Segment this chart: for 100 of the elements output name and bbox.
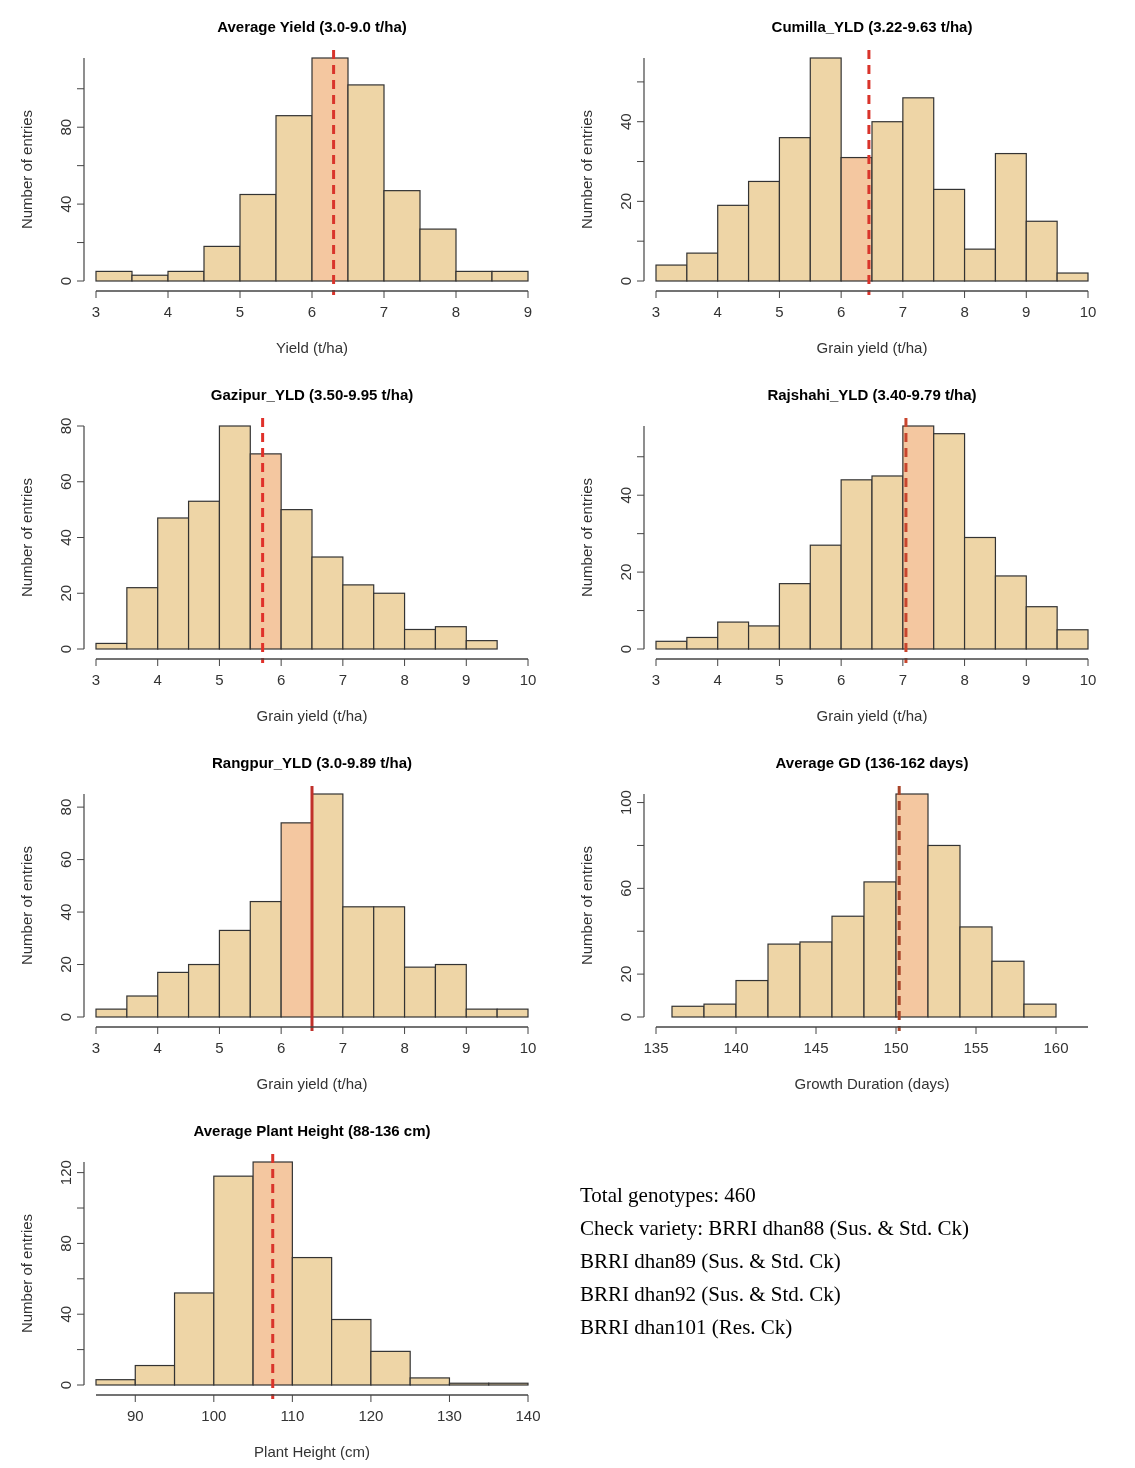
x-tick-label: 10: [519, 671, 537, 688]
x-tick-label: 8: [400, 1039, 409, 1056]
x-tick-label: 5: [235, 303, 245, 320]
x-axis-title: Yield (t/ha): [276, 339, 348, 356]
x-axis-title: Grain yield (t/ha): [256, 707, 368, 724]
x-axis-title: Growth Duration (days): [794, 1075, 950, 1092]
y-axis-title: Number of entries: [18, 477, 35, 598]
x-tick-label: 6: [836, 671, 846, 688]
x-tick-label: 5: [215, 671, 224, 688]
x-tick-label: 4: [713, 671, 722, 688]
x-tick-label: 10: [1079, 303, 1097, 320]
text: Check variety: BRRI dhan88 (Sus. & Std. Ck): [580, 1216, 970, 1240]
y-tick-label: 0: [617, 276, 634, 286]
text: BRRI dhan89 (Sus. & Std. Ck): [580, 1249, 841, 1273]
x-tick-label: 9: [462, 1039, 471, 1056]
x-tick-label: 6: [276, 1039, 286, 1056]
chart-title: Average Yield (3.0-9.0 t/ha): [217, 18, 407, 35]
x-tick-label: 110: [280, 1407, 305, 1424]
x-tick-label: 9: [523, 303, 533, 320]
y-tick-label: 80: [57, 118, 74, 136]
x-tick-label: 150: [883, 1039, 909, 1056]
y-tick-label: 20: [617, 965, 634, 983]
y-tick-label: 0: [617, 644, 634, 654]
y-axis-title: Number of entries: [578, 845, 595, 966]
x-tick-label: 6: [836, 303, 846, 320]
x-tick-label: 7: [338, 1039, 348, 1056]
x-tick-label: 10: [519, 1039, 537, 1056]
x-axis-title: Grain yield (t/ha): [256, 1075, 368, 1092]
y-axis-title: Number of entries: [18, 109, 35, 230]
x-tick-label: 120: [358, 1407, 384, 1424]
x-axis-title: Plant Height (cm): [254, 1443, 370, 1460]
x-tick-label: 3: [651, 303, 661, 320]
x-tick-label: 4: [153, 671, 162, 688]
x-axis-title: Grain yield (t/ha): [816, 707, 928, 724]
x-tick-label: 4: [163, 303, 173, 320]
x-tick-label: 10: [1079, 671, 1097, 688]
chart-title: Average GD (136-162 days): [775, 754, 969, 771]
x-axis-title: Grain yield (t/ha): [816, 339, 928, 356]
chart-title: Gazipur_YLD (3.50-9.95 t/ha): [210, 386, 414, 403]
text: Total genotypes: 460: [580, 1183, 756, 1207]
x-tick-label: 3: [91, 303, 101, 320]
x-tick-label: 100: [201, 1407, 227, 1424]
x-tick-label: 8: [400, 671, 409, 688]
x-tick-label: 135: [643, 1039, 669, 1056]
y-tick-label: 60: [57, 473, 74, 491]
x-tick-label: 140: [723, 1039, 749, 1056]
y-tick-label: 0: [57, 1012, 74, 1022]
y-axis-title: Number of entries: [578, 477, 595, 598]
y-tick-label: 40: [617, 486, 634, 504]
x-tick-label: 7: [338, 671, 348, 688]
y-tick-label: 20: [617, 193, 634, 210]
x-tick-label: 140: [515, 1407, 541, 1424]
y-axis-title: Number of entries: [578, 109, 595, 230]
x-tick-label: 7: [898, 303, 908, 320]
y-tick-label: 20: [57, 584, 74, 602]
x-tick-label: 8: [451, 303, 461, 320]
y-tick-label: 80: [57, 417, 74, 435]
y-tick-label: 40: [57, 903, 74, 921]
x-tick-label: 155: [963, 1039, 989, 1056]
x-tick-label: 130: [436, 1407, 462, 1424]
y-tick-label: 80: [57, 798, 74, 816]
y-tick-label: 0: [57, 1380, 74, 1390]
x-tick-label: 9: [1022, 671, 1031, 688]
x-tick-label: 6: [276, 671, 286, 688]
x-tick-label: 3: [91, 671, 101, 688]
x-tick-label: 5: [775, 671, 784, 688]
x-tick-label: 160: [1043, 1039, 1069, 1056]
y-tick-label: 20: [617, 563, 634, 581]
x-tick-label: 5: [215, 1039, 224, 1056]
chart-title: Average Plant Height (88-136 cm): [193, 1122, 431, 1139]
y-tick-label: 60: [57, 851, 74, 868]
x-tick-label: 4: [153, 1039, 162, 1056]
y-tick-label: 40: [57, 529, 74, 546]
x-tick-label: 6: [307, 303, 317, 320]
y-tick-label: 0: [617, 1012, 634, 1022]
x-tick-label: 4: [713, 303, 722, 320]
y-tick-label: 40: [617, 113, 634, 131]
y-tick-label: 20: [57, 956, 74, 973]
chart-title: Rangpur_YLD (3.0-9.89 t/ha): [211, 754, 413, 771]
x-tick-label: 7: [898, 671, 908, 688]
x-tick-label: 8: [960, 671, 969, 688]
y-tick-label: 0: [57, 644, 74, 654]
text: BRRI dhan92 (Sus. & Std. Ck): [580, 1282, 841, 1306]
x-tick-label: 9: [462, 671, 471, 688]
x-tick-label: 90: [126, 1407, 144, 1424]
chart-title: Rajshahi_YLD (3.40-9.79 t/ha): [767, 386, 977, 403]
y-tick-label: 40: [57, 195, 74, 213]
y-tick-label: 120: [57, 1160, 74, 1186]
y-tick-label: 40: [57, 1305, 74, 1323]
y-tick-label: 60: [617, 880, 634, 897]
x-tick-label: 145: [803, 1039, 829, 1056]
y-axis-title: Number of entries: [18, 845, 35, 966]
text: BRRI dhan101 (Res. Ck): [580, 1315, 793, 1339]
x-tick-label: 9: [1022, 303, 1031, 320]
x-tick-label: 7: [379, 303, 389, 320]
x-tick-label: 3: [91, 1039, 101, 1056]
x-tick-label: 8: [960, 303, 969, 320]
y-tick-label: 80: [57, 1235, 74, 1252]
y-axis-title: Number of entries: [18, 1213, 35, 1334]
y-tick-label: 100: [617, 790, 634, 816]
